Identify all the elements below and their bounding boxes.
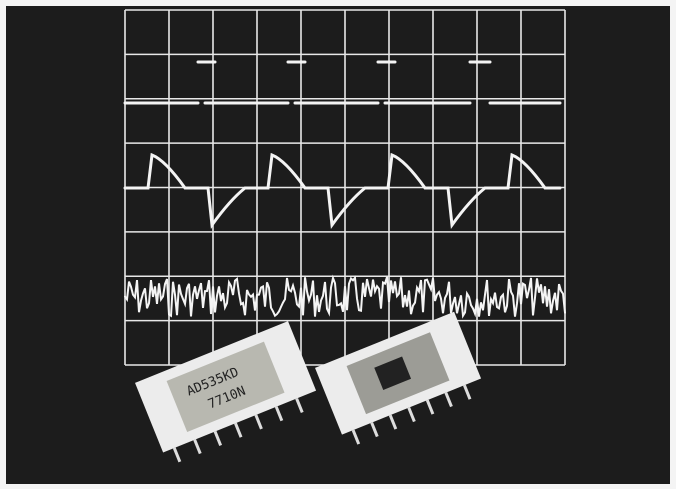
noise-trace: [124, 274, 566, 319]
chip-right: [315, 311, 482, 445]
scope-traces: [123, 60, 566, 319]
chip-pins: [351, 384, 472, 445]
chip-die: [374, 356, 412, 390]
pulse-trace: [123, 152, 562, 230]
chip-lid: [166, 341, 285, 432]
chip-left: AD535KD 7710N: [135, 321, 317, 463]
chip-pins: [172, 397, 304, 463]
